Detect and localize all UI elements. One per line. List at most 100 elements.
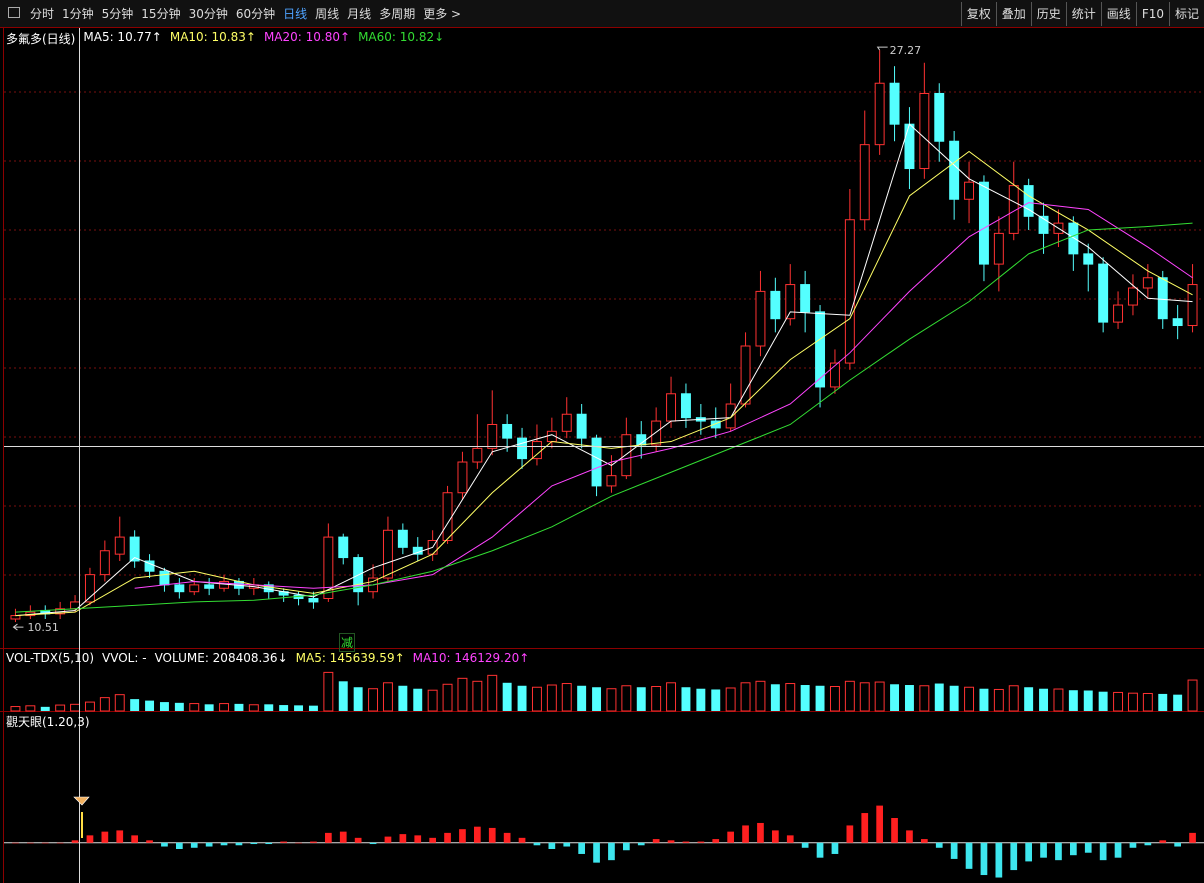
period-tab[interactable]: 多周期 (379, 7, 416, 21)
bar (1099, 842, 1107, 861)
legend-entry: MA10: 146129.20↑ (412, 651, 530, 665)
tool-button[interactable]: 复权 (960, 1, 996, 26)
bar (1053, 688, 1064, 712)
period-tab[interactable]: 分时 (30, 7, 55, 21)
tool-button[interactable]: 叠加 (995, 1, 1031, 26)
legend-entry: VOLUME: 208408.36↓ (154, 651, 288, 665)
bar (457, 677, 468, 712)
menu-icon[interactable] (8, 7, 20, 18)
bar (219, 703, 230, 712)
bar (800, 685, 810, 711)
bar (175, 842, 183, 849)
period-tab[interactable]: 1分钟 (62, 7, 94, 21)
candle-body (159, 570, 170, 586)
max-pointer (876, 46, 888, 51)
period-tab[interactable]: 更多 > (423, 7, 462, 21)
bar (279, 705, 289, 711)
tool-button[interactable]: 历史 (1030, 1, 1066, 26)
bar (189, 703, 200, 712)
bar (399, 834, 407, 843)
legend-entry: MA5: 10.77↑ (83, 30, 162, 44)
bar (25, 705, 36, 712)
indicator-title: 觀天眼(1.20,3) (6, 715, 90, 729)
bar (101, 831, 109, 843)
period-tab[interactable]: 15分钟 (141, 7, 181, 21)
volume-title: VOL-TDX(5,10) (6, 651, 95, 665)
signal-diamond (73, 796, 90, 806)
bar (606, 688, 617, 712)
bar (398, 685, 408, 711)
period-tab[interactable]: 周线 (315, 7, 340, 21)
candle-body (904, 123, 915, 170)
candle-body (889, 82, 900, 125)
tool-button[interactable]: 标记 (1168, 1, 1204, 26)
bar (487, 674, 498, 712)
bar (235, 842, 243, 846)
candle-body (576, 413, 587, 439)
bar (1114, 842, 1122, 858)
bar (801, 842, 809, 848)
bar (518, 837, 526, 843)
period-tab[interactable]: 30分钟 (188, 7, 228, 21)
period-tab[interactable]: 60分钟 (235, 7, 276, 21)
bar (578, 842, 586, 854)
bar (919, 685, 930, 712)
bar (891, 818, 898, 843)
bar (621, 685, 632, 712)
bar (651, 686, 662, 712)
bar (40, 706, 50, 711)
candle-body (785, 284, 796, 320)
min-pointer (12, 623, 24, 631)
bar (636, 687, 646, 711)
bar (1069, 842, 1077, 856)
candle-body (457, 461, 468, 494)
ma-line (15, 123, 1193, 617)
candle-body (1083, 253, 1094, 265)
candle-body (993, 232, 1004, 265)
tool-button[interactable]: 统计 (1065, 1, 1101, 26)
bar (502, 682, 512, 711)
period-tab[interactable]: 月线 (347, 7, 372, 21)
candle-body (978, 181, 989, 265)
bar (904, 685, 914, 711)
candle-body (219, 580, 230, 589)
candle-body (472, 447, 483, 463)
bar (442, 683, 453, 712)
bar (1010, 842, 1018, 871)
tool-button[interactable]: F10 (1135, 1, 1169, 26)
bar (533, 842, 541, 846)
bar (1144, 842, 1152, 846)
period-tab[interactable]: 日线 (283, 7, 308, 21)
bar (861, 813, 869, 843)
period-tab[interactable]: 5分钟 (101, 7, 134, 21)
bar (1189, 832, 1196, 843)
bar (368, 688, 379, 712)
candle-body (1127, 287, 1138, 306)
candle-body (442, 492, 453, 542)
candle-body (859, 144, 870, 221)
bar (890, 684, 900, 711)
candle-body (815, 311, 826, 388)
ma-line (15, 150, 1193, 617)
tool-button[interactable]: 画线 (1100, 1, 1136, 26)
signal-label: 减 (339, 633, 356, 652)
candle-body (606, 475, 617, 487)
bar (1187, 679, 1198, 712)
bar (608, 842, 615, 861)
max-price-label: 27.27 (890, 44, 922, 57)
bar (26, 842, 34, 844)
indicator-legend: 觀天眼(1.20,3) (6, 713, 90, 730)
candle-body (829, 362, 840, 388)
candle-body (323, 536, 334, 600)
candle-body (129, 536, 140, 562)
candle-body (1187, 284, 1198, 327)
bar (324, 832, 332, 843)
candle-body (561, 413, 572, 432)
candle-body (84, 574, 95, 603)
candle-body (710, 420, 721, 429)
bar (785, 683, 796, 712)
bar (295, 842, 302, 844)
candle-body (621, 434, 632, 477)
